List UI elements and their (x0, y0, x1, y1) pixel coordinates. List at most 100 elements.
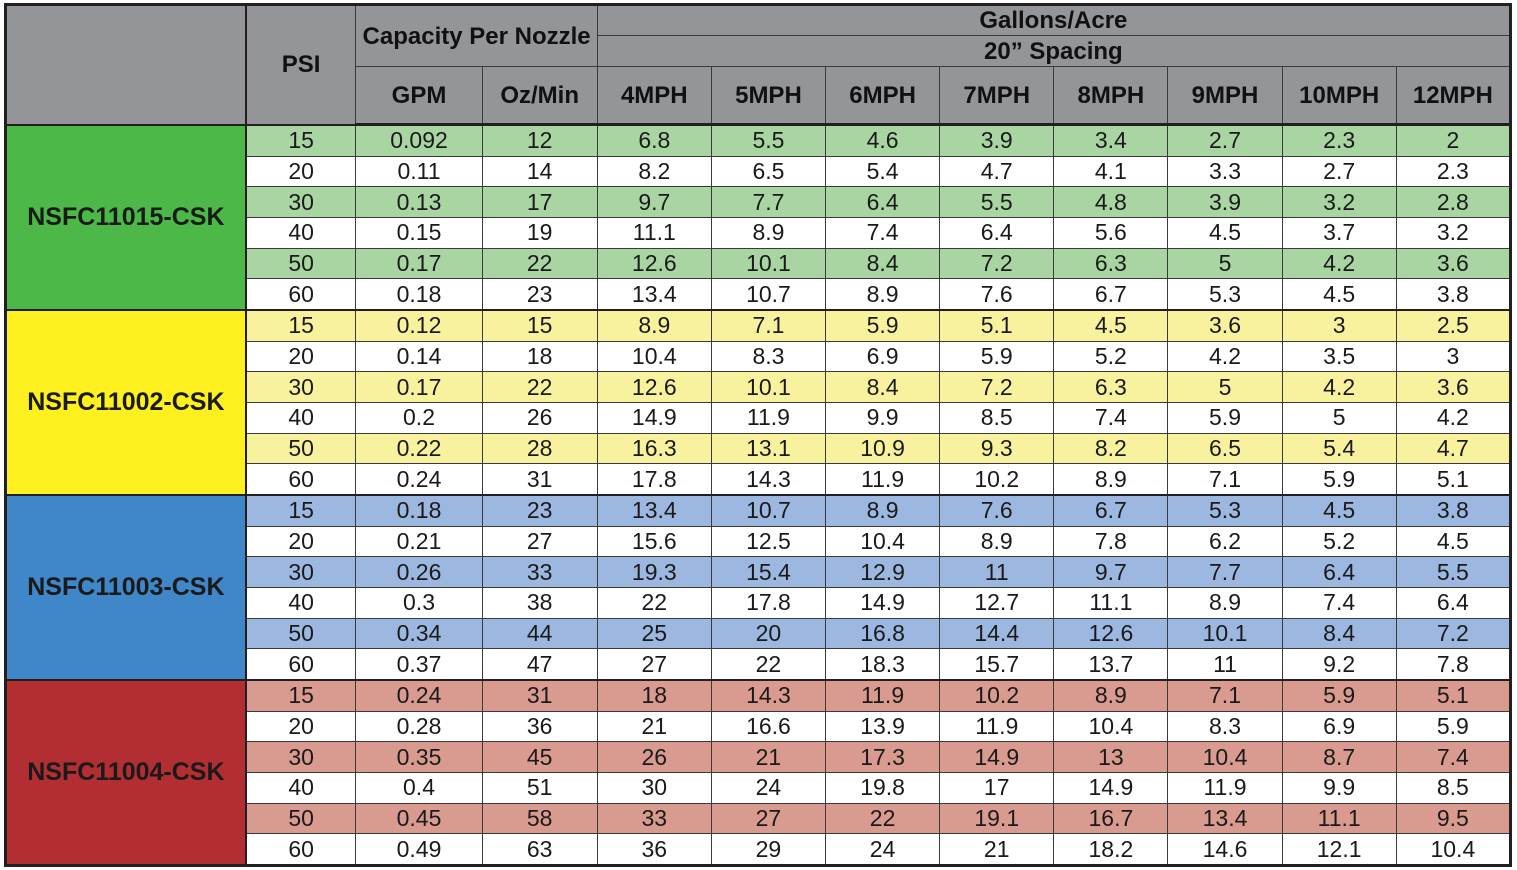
speed-header-4mph: 4MPH (596, 66, 712, 126)
gallons-per-acre-cell: 20 (710, 617, 827, 650)
gpm-cell: 0.17 (355, 371, 483, 403)
gallons-per-acre-cell: 12.6 (596, 371, 712, 403)
gallons-per-acre-cell: 7.8 (1053, 525, 1169, 558)
oz-min-cell: 12 (481, 123, 598, 157)
gallons-per-acre-cell: 5.3 (1167, 493, 1283, 527)
table-row: 40 0.2 26 14.9 11.9 9.9 8.5 7.4 5.9 5 4.2 (6, 401, 1512, 434)
psi-cell: 40 (245, 586, 357, 619)
gallons-per-acre-cell: 3.9 (939, 123, 1055, 157)
table-row: 60 0.37 47 27 22 18.3 15.7 13.7 11 9.2 7.8 (6, 648, 1512, 681)
gallons-per-acre-cell: 8.2 (1053, 432, 1169, 465)
gallons-per-acre-cell: 6.4 (1281, 556, 1397, 588)
gallons-per-acre-cell: 11.9 (939, 710, 1055, 743)
psi-cell: 60 (245, 278, 357, 311)
gallons-per-acre-cell: 6.9 (1281, 710, 1397, 743)
gallons-per-acre-cell: 5.5 (1395, 556, 1512, 588)
gpm-cell: 0.37 (355, 648, 483, 681)
table-row: 40 0.4 51 30 24 19.8 17 14.9 11.9 9.9 8.5 (6, 771, 1512, 804)
gallons-per-acre-cell: 9.5 (1395, 802, 1512, 835)
gallons-per-acre-cell: 5 (1167, 371, 1283, 403)
gallons-per-acre-cell: 4.2 (1395, 401, 1512, 434)
speed-header-12mph: 12MPH (1395, 66, 1512, 126)
gallons-per-acre-cell: 24 (825, 833, 941, 866)
gallons-per-acre-cell: 5.3 (1167, 278, 1283, 311)
gallons-per-acre-cell: 7.4 (1395, 741, 1512, 773)
gallons-per-acre-cell: 5.9 (1281, 678, 1397, 712)
gallons-per-acre-cell: 5.9 (939, 340, 1055, 373)
psi-header: PSI (245, 4, 357, 125)
psi-cell: 15 (245, 308, 357, 342)
gallons-per-acre-cell: 10.4 (1167, 741, 1283, 773)
gallons-per-acre-cell: 13.4 (596, 278, 712, 311)
gallons-per-acre-cell: 8.4 (825, 247, 941, 280)
gallons-per-acre-cell: 7.8 (1395, 648, 1512, 681)
gallons-per-acre-cell: 10.4 (1395, 833, 1512, 866)
gallons-per-acre-cell: 3.6 (1395, 247, 1512, 280)
gallons-per-acre-cell: 5.9 (825, 308, 941, 342)
oz-min-cell: 15 (481, 308, 598, 342)
gallons-per-acre-cell: 27 (710, 802, 827, 835)
gallons-per-acre-cell: 6.7 (1053, 278, 1169, 311)
gallons-per-acre-cell: 6.7 (1053, 493, 1169, 527)
table-row: 40 0.15 19 11.1 8.9 7.4 6.4 5.6 4.5 3.7 3.2 (6, 216, 1512, 249)
gpm-cell: 0.18 (355, 493, 483, 527)
gallons-per-acre-cell: 6.3 (1053, 247, 1169, 280)
gallons-per-acre-cell: 6.4 (1395, 586, 1512, 619)
gallons-per-acre-cell: 6.3 (1053, 371, 1169, 403)
gpm-cell: 0.49 (355, 833, 483, 866)
psi-cell: 40 (245, 771, 357, 804)
psi-cell: 15 (245, 493, 357, 527)
oz-min-cell: 23 (481, 493, 598, 527)
gallons-per-acre-cell: 11.9 (825, 463, 941, 496)
gpm-cell: 0.24 (355, 463, 483, 496)
capacity-header: Capacity Per Nozzle (355, 4, 598, 67)
gallons-per-acre-cell: 8.9 (1167, 586, 1283, 619)
oz-min-cell: 63 (481, 833, 598, 866)
speed-header-7mph: 7MPH (939, 66, 1055, 126)
gpm-header: GPM (355, 66, 483, 126)
gallons-per-acre-cell: 16.6 (710, 710, 827, 743)
gallons-per-acre-cell: 12.6 (596, 247, 712, 280)
gpm-cell: 0.45 (355, 802, 483, 835)
table-row: 20 0.11 14 8.2 6.5 5.4 4.7 4.1 3.3 2.7 2.3 (6, 155, 1512, 188)
table-row: 50 0.17 22 12.6 10.1 8.4 7.2 6.3 5 4.2 3.6 (6, 247, 1512, 280)
gallons-per-acre-cell: 7.1 (1167, 463, 1283, 496)
gallons-per-acre-cell: 14.9 (939, 741, 1055, 773)
gallons-per-acre-cell: 3.6 (1395, 371, 1512, 403)
oz-min-cell: 31 (481, 678, 598, 712)
gallons-per-acre-cell: 7.4 (1281, 586, 1397, 619)
gpm-cell: 0.12 (355, 308, 483, 342)
gallons-per-acre-cell: 8.3 (710, 340, 827, 373)
gallons-per-acre-cell: 14.3 (710, 678, 827, 712)
gpm-cell: 0.15 (355, 216, 483, 249)
gallons-per-acre-cell: 4.5 (1395, 525, 1512, 558)
table-row: 20 0.14 18 10.4 8.3 6.9 5.9 5.2 4.2 3.5 3 (6, 340, 1512, 373)
table-row: NSFC11003-CSK 15 0.18 23 13.4 10.7 8.9 7.6 6.7 5.… (4, 493, 1512, 681)
gallons-per-acre-cell: 6.5 (1167, 432, 1283, 465)
gallons-per-acre-cell: 21 (596, 710, 712, 743)
gallons-per-acre-cell: 10.7 (710, 278, 827, 311)
gallons-per-acre-cell: 13.7 (1053, 648, 1169, 681)
gallons-per-acre-cell: 12.1 (1281, 833, 1397, 866)
gallons-per-acre-cell: 19.3 (596, 556, 712, 588)
gallons-per-acre-cell: 8.5 (939, 401, 1055, 434)
gallons-per-acre-cell: 10.7 (710, 493, 827, 527)
gallons-per-acre-cell: 11.1 (1053, 586, 1169, 619)
gpm-cell: 0.3 (355, 586, 483, 619)
gallons-per-acre-cell: 11 (939, 556, 1055, 588)
gallons-per-acre-cell: 7.1 (1167, 678, 1283, 712)
gallons-per-acre-cell: 13.9 (825, 710, 941, 743)
gallons-per-acre-cell: 14.4 (939, 617, 1055, 650)
gallons-per-acre-cell: 4.8 (1053, 186, 1169, 218)
psi-cell: 60 (245, 463, 357, 496)
gallons-per-acre-cell: 3 (1281, 308, 1397, 342)
table-row: 50 0.45 58 33 27 22 19.1 16.7 13.4 11.1 9.5 (6, 802, 1512, 835)
gpm-cell: 0.26 (355, 556, 483, 588)
nozzle-model-label: NSFC11004-CSK (4, 678, 247, 867)
gallons-per-acre-cell: 7.4 (825, 216, 941, 249)
gallons-per-acre-cell: 22 (710, 648, 827, 681)
gallons-per-acre-cell: 4.5 (1167, 216, 1283, 249)
gallons-per-acre-cell: 3.2 (1281, 186, 1397, 218)
oz-min-cell: 58 (481, 802, 598, 835)
table-row: 30 0.26 33 19.3 15.4 12.9 11 9.7 7.7 6.4 5.5 (6, 556, 1512, 588)
